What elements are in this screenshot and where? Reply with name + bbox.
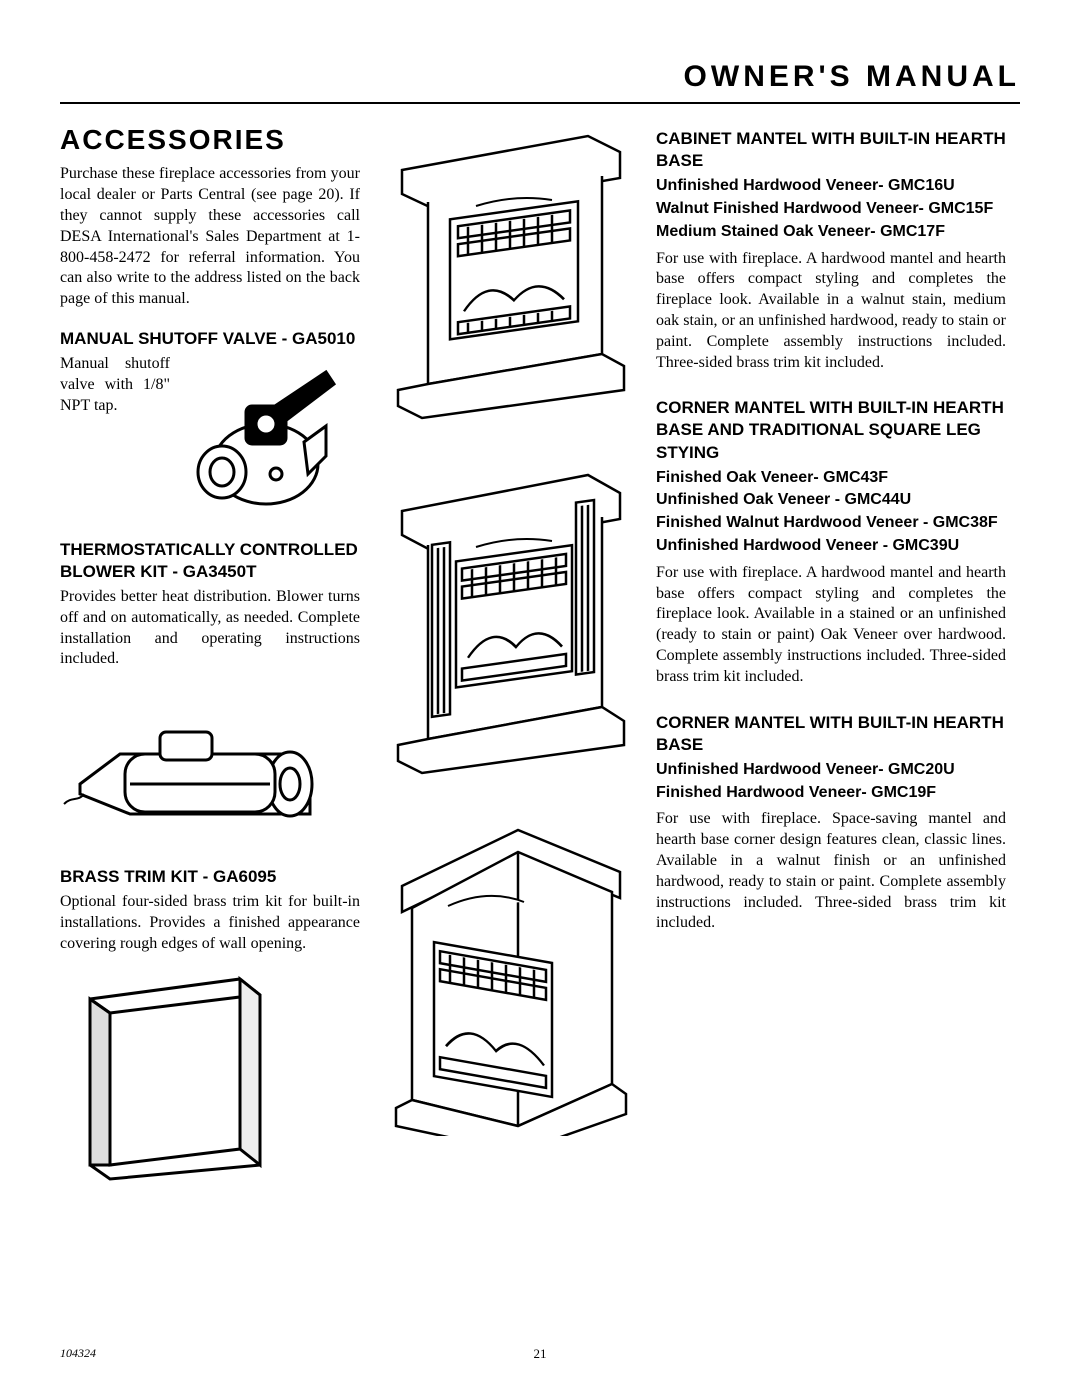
item2-body: Provides better heat distribution. Blowe… (60, 587, 360, 670)
block3-heading: CORNER MANTEL WITH BUILT-IN HEARTH BASE (656, 712, 1006, 756)
mantel-flat-illustration (388, 122, 628, 429)
trim-illustration (60, 969, 360, 1191)
footer-doc-id: 104324 (60, 1346, 96, 1361)
block1-variant-2: Medium Stained Oak Veneer- GMC17F (656, 222, 1006, 243)
block3-variant-0: Unfinished Hardwood Veneer- GMC20U (656, 760, 1006, 781)
block2-variant-1: Unfinished Oak Veneer - GMC44U (656, 490, 1006, 511)
block2-heading: CORNER MANTEL WITH BUILT-IN HEARTH BASE … (656, 397, 1006, 463)
block2-variant-0: Finished Oak Veneer- GMC43F (656, 468, 1006, 489)
block-corner: CORNER MANTEL WITH BUILT-IN HEARTH BASE … (656, 712, 1006, 935)
page-header: OWNER'S MANUAL (60, 60, 1020, 104)
content-columns: ACCESSORIES Purchase these fireplace acc… (60, 122, 1020, 1190)
mantel-corner-illustration (388, 816, 628, 1143)
block3-body: For use with fireplace. Space-saving man… (656, 809, 1006, 934)
item3-body: Optional four-sided brass trim kit for b… (60, 892, 360, 954)
intro-paragraph: Purchase these fireplace accessories fro… (60, 164, 360, 310)
valve-illustration (176, 354, 346, 521)
block1-variant-1: Walnut Finished Hardwood Veneer- GMC15F (656, 199, 1006, 220)
block1-body: For use with fireplace. A hardwood mante… (656, 249, 1006, 374)
item1-body: Manual shutoff valve with 1/8" NPT tap. (60, 354, 170, 416)
section-title: ACCESSORIES (60, 122, 360, 158)
footer-page-number: 21 (534, 1346, 547, 1362)
page-footer: 104324 21 (0, 1346, 1080, 1361)
item2-heading: THERMOSTATICALLY CONTROLLED BLOWER KIT -… (60, 539, 360, 583)
item1-heading: MANUAL SHUTOFF VALVE - GA5010 (60, 328, 360, 350)
mantel-corner-trad-illustration (388, 459, 628, 786)
block-cabinet-mantel: CABINET MANTEL WITH BUILT-IN HEARTH BASE… (656, 128, 1006, 373)
item3-heading: BRASS TRIM KIT - GA6095 (60, 866, 360, 888)
block-corner-trad: CORNER MANTEL WITH BUILT-IN HEARTH BASE … (656, 397, 1006, 687)
block1-heading: CABINET MANTEL WITH BUILT-IN HEARTH BASE (656, 128, 1006, 172)
column-1: ACCESSORIES Purchase these fireplace acc… (60, 122, 360, 1190)
block3-variant-1: Finished Hardwood Veneer- GMC19F (656, 783, 1006, 804)
block2-variant-2: Finished Walnut Hardwood Veneer - GMC38F (656, 513, 1006, 534)
column-2 (378, 122, 638, 1190)
block2-variant-3: Unfinished Hardwood Veneer - GMC39U (656, 536, 1006, 557)
block2-body: For use with fireplace. A hardwood mante… (656, 563, 1006, 688)
blower-illustration (60, 684, 360, 846)
column-3: CABINET MANTEL WITH BUILT-IN HEARTH BASE… (656, 122, 1006, 1190)
block1-variant-0: Unfinished Hardwood Veneer- GMC16U (656, 176, 1006, 197)
